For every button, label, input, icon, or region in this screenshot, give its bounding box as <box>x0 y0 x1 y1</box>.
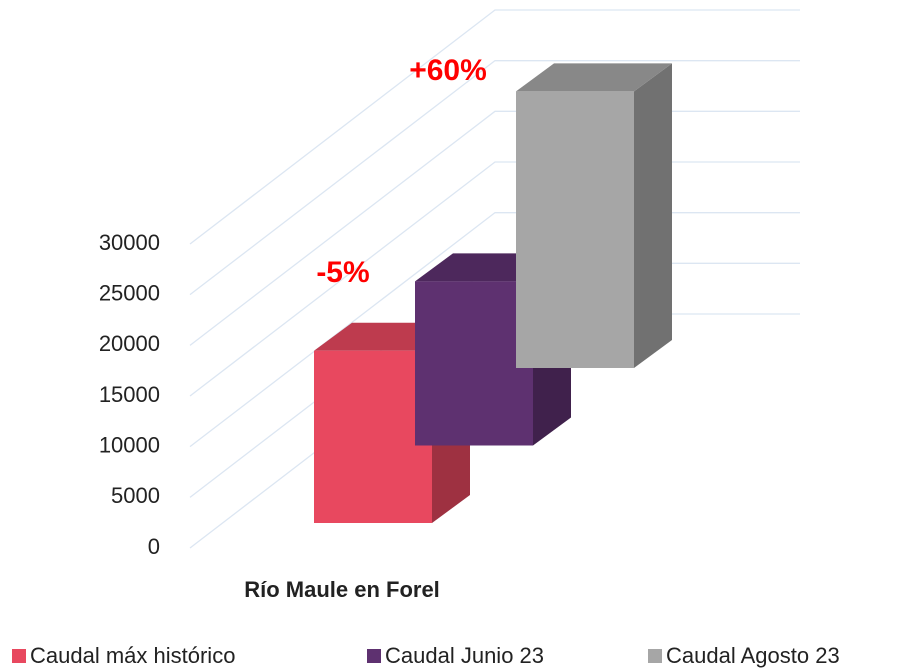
annotation: -5% <box>316 256 369 289</box>
y-tick-label: 25000 <box>99 280 160 305</box>
legend-label: Caudal Agosto 23 <box>666 643 840 668</box>
y-tick-label: 15000 <box>99 382 160 407</box>
y-tick-label: 0 <box>148 534 160 559</box>
grid-line <box>189 60 800 296</box>
bar <box>415 281 533 446</box>
y-tick-label: 10000 <box>99 432 160 457</box>
grid-line <box>189 212 800 448</box>
annotation: +60% <box>409 54 487 87</box>
grid-line <box>189 110 800 346</box>
grid-line <box>189 9 800 245</box>
legend-swatch <box>648 649 662 663</box>
y-tick-label: 20000 <box>99 331 160 356</box>
legend-swatch <box>12 649 26 663</box>
y-tick-label: 5000 <box>111 483 160 508</box>
bar-top <box>516 63 672 92</box>
bar <box>516 91 634 369</box>
grid-line <box>189 161 800 397</box>
bar-side <box>634 63 672 369</box>
bar <box>314 350 432 523</box>
legend-swatch <box>367 649 381 663</box>
category-label: Río Maule en Forel <box>244 577 440 602</box>
y-tick-label: 30000 <box>99 230 160 255</box>
legend-label: Caudal máx histórico <box>30 643 235 668</box>
legend-label: Caudal Junio 23 <box>385 643 544 668</box>
